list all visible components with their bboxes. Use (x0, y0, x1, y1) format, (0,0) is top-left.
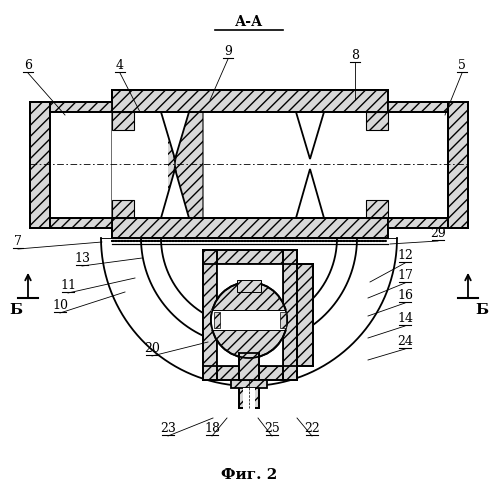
Polygon shape (30, 90, 112, 112)
Polygon shape (388, 218, 468, 228)
Text: 16: 16 (397, 289, 413, 302)
Polygon shape (30, 218, 112, 228)
Text: 29: 29 (430, 227, 446, 240)
Polygon shape (112, 112, 203, 218)
Polygon shape (203, 250, 297, 264)
Text: 22: 22 (304, 422, 320, 435)
Text: 12: 12 (397, 249, 413, 262)
Polygon shape (239, 353, 259, 380)
Text: 13: 13 (74, 252, 90, 265)
Polygon shape (112, 218, 388, 238)
Polygon shape (388, 218, 468, 228)
Polygon shape (30, 102, 112, 112)
Polygon shape (161, 169, 189, 218)
Text: Б: Б (476, 303, 489, 317)
Polygon shape (112, 203, 165, 218)
Polygon shape (448, 102, 468, 228)
Bar (50, 112, 112, 218)
Text: 7: 7 (14, 235, 22, 248)
Text: 9: 9 (224, 45, 232, 58)
Text: 24: 24 (397, 335, 413, 348)
Polygon shape (30, 102, 112, 112)
Polygon shape (292, 112, 328, 164)
Polygon shape (292, 164, 328, 218)
Bar (388, 112, 448, 218)
Polygon shape (231, 380, 267, 388)
Polygon shape (203, 250, 217, 380)
Text: А-А: А-А (235, 15, 263, 29)
Polygon shape (112, 112, 134, 130)
Bar (112, 238, 388, 244)
Wedge shape (161, 150, 337, 238)
Polygon shape (280, 312, 286, 328)
Polygon shape (203, 366, 297, 380)
Text: 10: 10 (52, 299, 68, 312)
Polygon shape (388, 102, 468, 112)
Bar (50, 112, 112, 218)
Polygon shape (157, 164, 193, 218)
Polygon shape (30, 218, 112, 228)
Polygon shape (112, 218, 388, 238)
Text: 25: 25 (264, 422, 280, 435)
Polygon shape (30, 102, 50, 228)
Polygon shape (388, 102, 468, 112)
Text: Фиг. 2: Фиг. 2 (221, 468, 277, 482)
Bar (217, 264, 283, 366)
Polygon shape (239, 380, 259, 408)
Polygon shape (448, 102, 468, 228)
Polygon shape (366, 200, 388, 218)
Polygon shape (112, 200, 134, 218)
Polygon shape (214, 312, 220, 328)
Text: 11: 11 (60, 279, 76, 292)
Text: 20: 20 (144, 342, 160, 355)
Text: 5: 5 (458, 59, 466, 72)
Bar (112, 112, 388, 218)
Polygon shape (30, 102, 50, 228)
Bar (0, 0, 498, 238)
Polygon shape (112, 90, 388, 112)
Bar (112, 112, 388, 218)
Wedge shape (141, 130, 357, 238)
Text: 4: 4 (116, 59, 124, 72)
Polygon shape (112, 112, 165, 127)
Bar (203, 250, 297, 380)
Polygon shape (161, 112, 189, 159)
Polygon shape (237, 280, 261, 292)
Polygon shape (366, 112, 388, 130)
Circle shape (211, 282, 287, 358)
Polygon shape (157, 112, 193, 164)
Bar (112, 112, 168, 218)
Polygon shape (112, 90, 388, 112)
Bar (112, 112, 388, 218)
Bar (211, 310, 287, 330)
Bar (388, 112, 448, 218)
Text: 6: 6 (24, 59, 32, 72)
Polygon shape (283, 250, 297, 380)
Text: 17: 17 (397, 269, 413, 282)
Bar (243, 388, 255, 410)
Wedge shape (101, 90, 397, 238)
Text: 18: 18 (204, 422, 220, 435)
Polygon shape (112, 112, 388, 218)
Polygon shape (296, 112, 324, 159)
Polygon shape (297, 264, 313, 366)
Text: Б: Б (9, 303, 22, 317)
Text: 14: 14 (397, 312, 413, 325)
Bar (112, 238, 388, 244)
Text: 8: 8 (351, 49, 359, 62)
Polygon shape (296, 169, 324, 218)
Text: 23: 23 (160, 422, 176, 435)
